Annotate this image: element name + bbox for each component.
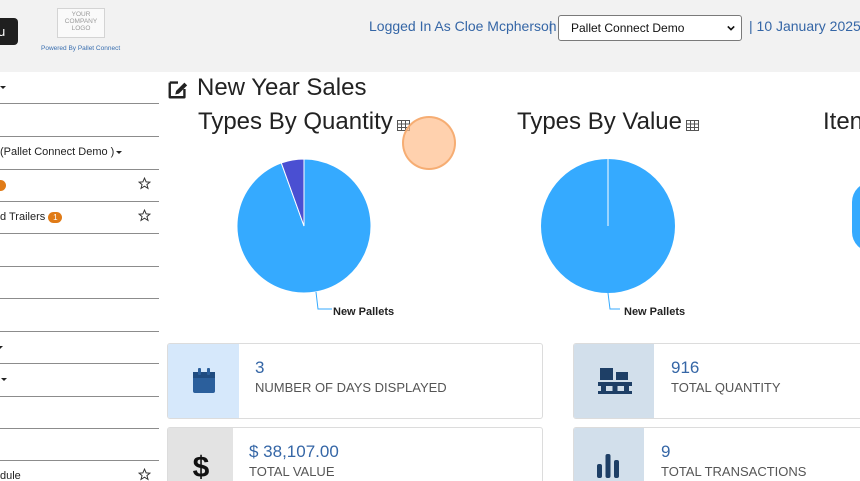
header-separator: |	[549, 18, 553, 34]
company-select[interactable]: Pallet Connect Demo	[558, 15, 742, 41]
chart-title-items: Iten	[823, 108, 860, 135]
pie-chart-quantity	[236, 158, 372, 310]
card-icon-cell: $	[168, 428, 233, 481]
stat-card-value: $ $ 38,107.00 TOTAL VALUE	[167, 427, 543, 481]
card-label: TOTAL VALUE	[249, 464, 335, 479]
star-icon[interactable]	[138, 468, 151, 481]
sidebar-item-company[interactable]: (Pallet Connect Demo )	[0, 137, 159, 170]
pie-data-label: New Pallets	[624, 306, 686, 318]
card-label: TOTAL QUANTITY	[671, 380, 781, 395]
pallets-icon	[598, 368, 632, 394]
sidebar-item-4[interactable]	[0, 170, 159, 202]
star-icon[interactable]	[138, 177, 151, 190]
card-value: $ 38,107.00	[249, 442, 339, 461]
bar-chart-icon	[597, 454, 619, 478]
calendar-icon	[193, 368, 215, 393]
menu-button[interactable]: u	[0, 18, 18, 45]
notification-badge: 1	[48, 211, 63, 223]
chart-title-quantity: Types By Quantity	[198, 108, 393, 135]
sidebar-item-8[interactable]	[0, 299, 159, 332]
top-header: u YOUR COMPANY LOGO Powered By Pallet Co…	[0, 0, 860, 72]
chart-title-value: Types By Value	[517, 108, 682, 135]
page-title: New Year Sales	[197, 74, 367, 101]
caret-down-icon	[116, 151, 122, 154]
notification-badge	[0, 180, 6, 191]
star-icon[interactable]	[138, 209, 151, 222]
sidebar-item-7[interactable]	[0, 267, 159, 299]
stat-card-days: 3 NUMBER OF DAYS DISPLAYED	[167, 343, 543, 419]
stat-card-transactions: 9 TOTAL TRANSACTIONS	[573, 427, 860, 481]
card-icon-cell	[168, 344, 239, 418]
card-value: 3	[255, 358, 265, 377]
click-indicator	[402, 116, 456, 170]
stat-card-quantity: 916 TOTAL QUANTITY	[573, 343, 860, 419]
sidebar-item-trailers[interactable]: d Trailers 1	[0, 202, 159, 234]
card-label: TOTAL TRANSACTIONS	[661, 464, 807, 479]
card-value: 916	[671, 358, 700, 377]
logged-in-user: Logged In As Cloe Mcpherson	[369, 18, 557, 34]
company-logo: YOUR COMPANY LOGO	[57, 8, 105, 38]
card-label: NUMBER OF DAYS DISPLAYED	[255, 380, 447, 395]
sidebar-item-11[interactable]	[0, 397, 159, 429]
powered-by-text: Powered By Pallet Connect	[41, 45, 121, 52]
sidebar-item-text: d Trailers	[0, 211, 46, 223]
chevron-down-icon	[727, 25, 735, 31]
dollar-icon: $	[193, 451, 210, 481]
caret-down-icon	[0, 346, 3, 349]
pie-slice-other[interactable]	[280, 158, 305, 227]
sidebar-item-label: (Pallet Connect Demo )	[0, 146, 115, 158]
table-icon[interactable]	[686, 120, 699, 131]
pie-chart-value	[541, 159, 675, 310]
pie-data-label: New Pallets	[333, 306, 395, 318]
caret-down-icon	[1, 378, 7, 381]
pie-label-connector	[315, 291, 332, 310]
sidebar-item-schedule[interactable]: dule	[0, 461, 159, 481]
sidebar: (Pallet Connect Demo ) d Trailers 1 dule	[0, 72, 159, 481]
card-icon-cell	[574, 428, 644, 481]
sidebar-item-10[interactable]	[0, 364, 159, 397]
svg-text:$: $	[193, 451, 210, 481]
sidebar-item-6[interactable]	[0, 234, 159, 267]
sidebar-item-9[interactable]	[0, 332, 159, 364]
pie-chart-items-partial	[852, 182, 860, 252]
sidebar-item-12[interactable]	[0, 429, 159, 461]
current-date: | 10 January 2025	[749, 18, 860, 34]
main-content: New Year Sales Types By Quantity New Pal…	[159, 72, 860, 481]
sidebar-item-2[interactable]	[0, 104, 159, 137]
logo-line-1: YOUR	[71, 11, 91, 18]
pie-label-connector	[607, 292, 620, 310]
sidebar-item-1[interactable]	[0, 72, 159, 104]
card-value: 9	[661, 442, 671, 461]
company-select-value: Pallet Connect Demo	[571, 21, 685, 35]
logo-line-3: LOGO	[71, 25, 91, 32]
sidebar-item-label: d Trailers 1	[0, 211, 63, 223]
logo-line-2: COMPANY	[64, 18, 98, 25]
card-icon-cell	[574, 344, 654, 418]
edit-icon[interactable]	[167, 78, 189, 100]
sidebar-item-label: dule	[0, 470, 21, 481]
caret-down-icon	[0, 86, 6, 89]
